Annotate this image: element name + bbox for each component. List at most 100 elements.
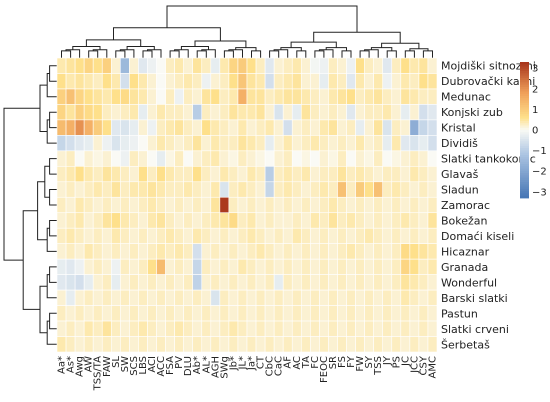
heatmap-cell	[237, 258, 248, 275]
heatmap-cell	[409, 258, 420, 275]
heatmap-cell	[83, 57, 94, 74]
heatmap-cell	[165, 196, 175, 214]
heatmap-cell	[237, 181, 248, 198]
column-dendrogram-branch	[313, 31, 401, 44]
heatmap-cell	[201, 320, 212, 337]
heatmap-cell	[255, 104, 266, 121]
heatmap-cell	[210, 196, 221, 214]
heatmap-cell	[228, 104, 239, 121]
heatmap-cell	[427, 57, 438, 74]
heatmap-cell	[110, 57, 121, 74]
legend-color-step	[520, 86, 529, 90]
heatmap-cell	[355, 73, 365, 90]
heatmap-cell	[228, 135, 239, 152]
heatmap-cell	[183, 73, 194, 90]
row-label: Dividiš	[441, 137, 478, 150]
heatmap-cell	[273, 73, 284, 90]
heatmap-cell	[346, 88, 356, 105]
heatmap-cell	[355, 212, 365, 229]
heatmap-cell	[165, 166, 175, 183]
heatmap-cell	[319, 104, 329, 121]
legend-color-step	[520, 173, 529, 176]
column-label: FW	[355, 356, 366, 372]
heatmap-cell	[74, 150, 85, 167]
heatmap-cell	[409, 320, 420, 337]
heatmap-cell	[110, 305, 121, 322]
heatmap-cell	[282, 336, 293, 353]
column-label: TSS/TA	[93, 356, 104, 392]
heatmap-cell	[291, 305, 302, 322]
heatmap-cell	[237, 73, 248, 90]
heatmap-cell	[300, 305, 311, 322]
heatmap-cell	[255, 289, 266, 306]
heatmap-cell	[282, 212, 293, 229]
heatmap-cell	[355, 150, 365, 167]
heatmap-cell	[192, 104, 203, 121]
heatmap-cell	[409, 88, 420, 105]
heatmap-cell	[65, 57, 76, 74]
heatmap-cell	[129, 274, 139, 291]
heatmap-cell	[409, 212, 420, 229]
heatmap-cell	[165, 119, 175, 136]
heatmap-cell	[300, 336, 311, 353]
heatmap-cell	[92, 119, 103, 136]
heatmap-cell	[355, 104, 365, 121]
heatmap-cell	[319, 73, 329, 90]
heatmap-cell	[282, 57, 293, 74]
heatmap-cell	[210, 73, 221, 90]
heatmap-cell	[382, 57, 393, 74]
legend-color-step	[520, 98, 529, 101]
heatmap-cell	[65, 212, 76, 229]
heatmap-cell	[409, 119, 420, 136]
heatmap-cell	[427, 258, 438, 275]
heatmap-cell	[355, 320, 365, 337]
heatmap-cell	[382, 196, 393, 214]
heatmap-cell	[147, 274, 157, 291]
heatmap-cell	[92, 227, 103, 244]
heatmap-cell	[364, 166, 374, 183]
row-label: Mojdiški sitnozrni	[441, 60, 536, 73]
heatmap-cell	[400, 274, 411, 291]
heatmap-cell	[273, 212, 284, 229]
heatmap-cell	[237, 289, 248, 306]
heatmap-cell	[355, 135, 365, 152]
column-label: FAW	[102, 356, 113, 377]
heatmap-cell	[129, 88, 139, 105]
heatmap-cell	[129, 289, 139, 306]
heatmap-cell	[282, 227, 293, 244]
heatmap-cell	[282, 274, 293, 291]
heatmap-cell	[400, 57, 411, 74]
heatmap-cell	[364, 73, 374, 90]
heatmap-cell	[282, 104, 293, 121]
column-label: ACC	[156, 356, 167, 377]
heatmap-cell	[255, 150, 266, 167]
legend-color-step	[520, 75, 529, 79]
heatmap-cell	[192, 227, 203, 244]
legend-color-step	[520, 91, 529, 95]
heatmap-cell	[300, 196, 311, 214]
heatmap-cell	[228, 57, 239, 74]
heatmap-cell	[219, 289, 230, 306]
heatmap-cell	[110, 135, 121, 152]
heatmap-cell	[138, 119, 148, 136]
heatmap-cell	[418, 135, 429, 152]
heatmap-cell	[192, 336, 203, 353]
heatmap-cell	[237, 150, 248, 167]
heatmap-cell	[101, 305, 112, 322]
heatmap-cell	[328, 274, 338, 291]
heatmap-cell	[74, 181, 85, 198]
heatmap-cell	[156, 274, 166, 291]
heatmap-cell	[319, 196, 329, 214]
heatmap-cell	[101, 88, 112, 105]
heatmap-cell	[310, 73, 320, 90]
heatmap-cell	[246, 88, 257, 105]
heatmap-cell	[83, 274, 94, 291]
heatmap-cell	[147, 119, 157, 136]
heatmap-cell	[264, 104, 275, 121]
heatmap-cell	[192, 289, 203, 306]
heatmap-cell	[373, 73, 384, 90]
heatmap-cell	[310, 320, 320, 337]
heatmap-cell	[337, 336, 347, 353]
heatmap-cell	[346, 181, 356, 198]
heatmap-cell	[110, 88, 121, 105]
